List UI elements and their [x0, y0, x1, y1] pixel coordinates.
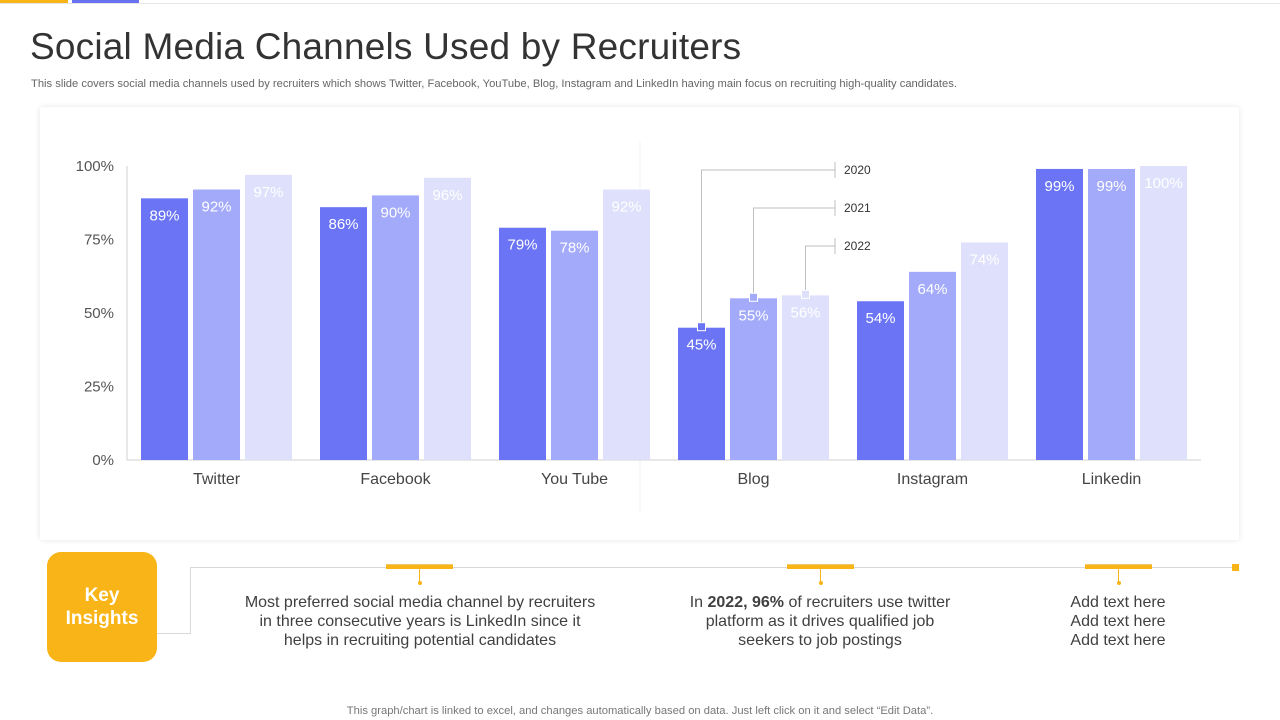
- legend-label-2020: 2020: [844, 163, 871, 177]
- bar-2020-you-tube[interactable]: [499, 227, 546, 460]
- bar-data-label: 55%: [738, 307, 768, 324]
- bar-data-label: 78%: [559, 240, 589, 257]
- timeline-end-marker: [1232, 564, 1239, 571]
- bar-data-label: 79%: [507, 237, 537, 254]
- insight-marker-tick-3: [1118, 569, 1119, 582]
- page-title: Social Media Channels Used by Recruiters: [30, 26, 742, 67]
- bar-2021-linkedin[interactable]: [1088, 168, 1135, 460]
- insight-marker-bar-3: [1085, 564, 1152, 569]
- bar-data-label: 99%: [1044, 178, 1074, 195]
- bar-data-label: 96%: [432, 187, 462, 204]
- insight-2-pre: In: [689, 594, 708, 611]
- bar-2022-twitter[interactable]: [245, 174, 292, 460]
- x-tick-label: Facebook: [360, 471, 431, 488]
- insight-2-line-2: platform as it drives qualified job: [705, 613, 935, 630]
- insight-2-comma: ,: [743, 594, 752, 611]
- bar-2021-blog[interactable]: [730, 298, 777, 460]
- insight-marker-tick-1: [419, 569, 420, 582]
- legend-marker-2020: [697, 322, 706, 332]
- bar-2020-twitter[interactable]: [141, 198, 188, 460]
- bar-data-label: 74%: [969, 251, 999, 268]
- top-accent-orange: [0, 0, 68, 4]
- bar-data-label: 54%: [865, 310, 895, 327]
- legend-label-2021: 2021: [844, 201, 871, 215]
- insight-2-line-1: In 2022, 96% of recruiters use twitter: [640, 593, 1000, 612]
- insight-marker-bar-2: [787, 564, 854, 569]
- insight-1-line-3: helps in recruiting potential candidates: [283, 632, 557, 649]
- bar-2021-instagram[interactable]: [909, 271, 956, 460]
- y-tick-label: 50%: [84, 305, 114, 322]
- bar-2021-facebook[interactable]: [372, 195, 419, 460]
- x-tick-label: Twitter: [193, 471, 241, 488]
- bar-2021-twitter[interactable]: [193, 189, 240, 460]
- page-subtitle: This slide covers social media channels …: [31, 78, 957, 90]
- key-insights-label-line2: Insights: [65, 608, 139, 629]
- bar-chart[interactable]: 0% 25% 50% 75% 100% 89% 92% 97% Twitter 86% 90% 96%…: [40, 107, 1239, 540]
- legend-leader-line: [753, 207, 835, 298]
- bar-2022-instagram[interactable]: [961, 242, 1008, 460]
- insight-3-line-1: Add text here: [1070, 594, 1166, 611]
- bar-2021-you-tube[interactable]: [551, 230, 598, 460]
- bar-2022-blog[interactable]: [782, 295, 829, 460]
- insight-3-line-3: Add text here: [1070, 632, 1166, 649]
- x-tick-label: Instagram: [897, 471, 968, 488]
- y-tick-label: 25%: [84, 379, 114, 396]
- bar-data-label: 86%: [328, 216, 358, 233]
- footer-note: This graph/chart is linked to excel, and…: [346, 705, 934, 717]
- insight-timeline: [190, 567, 1234, 568]
- bar-2022-you-tube[interactable]: [603, 189, 650, 460]
- bar-2022-facebook[interactable]: [424, 177, 471, 460]
- insight-marker-dot-3: [1117, 581, 1121, 585]
- insight-marker-dot-2: [819, 581, 823, 585]
- bar-data-label: 56%: [790, 304, 820, 321]
- bar-data-label: 100%: [1144, 175, 1182, 192]
- insight-marker-tick-2: [820, 569, 821, 582]
- insight-marker-bar-1: [386, 564, 453, 569]
- insight-2-year: 2022: [707, 594, 744, 611]
- insight-1-line-2: in three consecutive years is LinkedIn s…: [259, 613, 581, 630]
- bar-data-label: 45%: [686, 337, 716, 354]
- y-tick-label: 0%: [92, 452, 114, 469]
- insight-text-3[interactable]: Add text here Add text here Add text her…: [1018, 593, 1218, 650]
- bar-2020-facebook[interactable]: [320, 207, 367, 460]
- bar-2020-instagram[interactable]: [857, 301, 904, 460]
- bar-data-label: 97%: [253, 184, 283, 201]
- insight-connector-h: [157, 633, 190, 634]
- top-accent-blue: [72, 0, 139, 4]
- bar-data-label: 89%: [149, 207, 179, 224]
- bar-2020-blog[interactable]: [678, 327, 725, 460]
- legend-label-2022: 2022: [844, 239, 871, 253]
- insight-connector-v: [190, 567, 191, 634]
- legend-marker-2021: [749, 292, 758, 302]
- y-tick-label: 75%: [84, 232, 114, 249]
- bar-2022-linkedin[interactable]: [1140, 166, 1187, 460]
- bar-data-label: 92%: [201, 199, 231, 216]
- x-tick-label: Linkedin: [1082, 471, 1142, 488]
- chart-card[interactable]: 0% 25% 50% 75% 100% 89% 92% 97% Twitter 86% 90% 96%…: [40, 107, 1239, 540]
- legend-leader-line: [805, 245, 835, 295]
- insight-2-post: of recruiters use twitter: [784, 594, 951, 611]
- key-insights-badge: Key Insights: [47, 552, 157, 662]
- bar-data-label: 64%: [917, 281, 947, 298]
- bar-data-label: 99%: [1096, 178, 1126, 195]
- x-tick-label: Blog: [737, 471, 769, 488]
- bar-data-label: 92%: [611, 199, 641, 216]
- insight-2-pct: 96%: [751, 594, 785, 611]
- legend-marker-2022: [801, 289, 810, 299]
- top-divider: [0, 3, 1280, 4]
- x-tick-label: You Tube: [541, 471, 608, 488]
- insight-1-line-1: Most preferred social media channel by r…: [244, 594, 596, 611]
- insight-marker-dot-1: [418, 581, 422, 585]
- insight-text-1[interactable]: Most preferred social media channel by r…: [220, 593, 620, 650]
- legend-leader-line: [701, 169, 835, 327]
- insight-text-2[interactable]: In 2022, 96% of recruiters use twitter p…: [640, 593, 1000, 650]
- insight-2-line-3: seekers to job postings: [738, 632, 902, 649]
- bar-2020-linkedin[interactable]: [1036, 168, 1083, 460]
- key-insights-label-line1: Key: [84, 585, 120, 606]
- y-tick-label: 100%: [76, 158, 114, 175]
- insight-3-line-2: Add text here: [1070, 613, 1166, 630]
- bar-data-label: 90%: [380, 204, 410, 221]
